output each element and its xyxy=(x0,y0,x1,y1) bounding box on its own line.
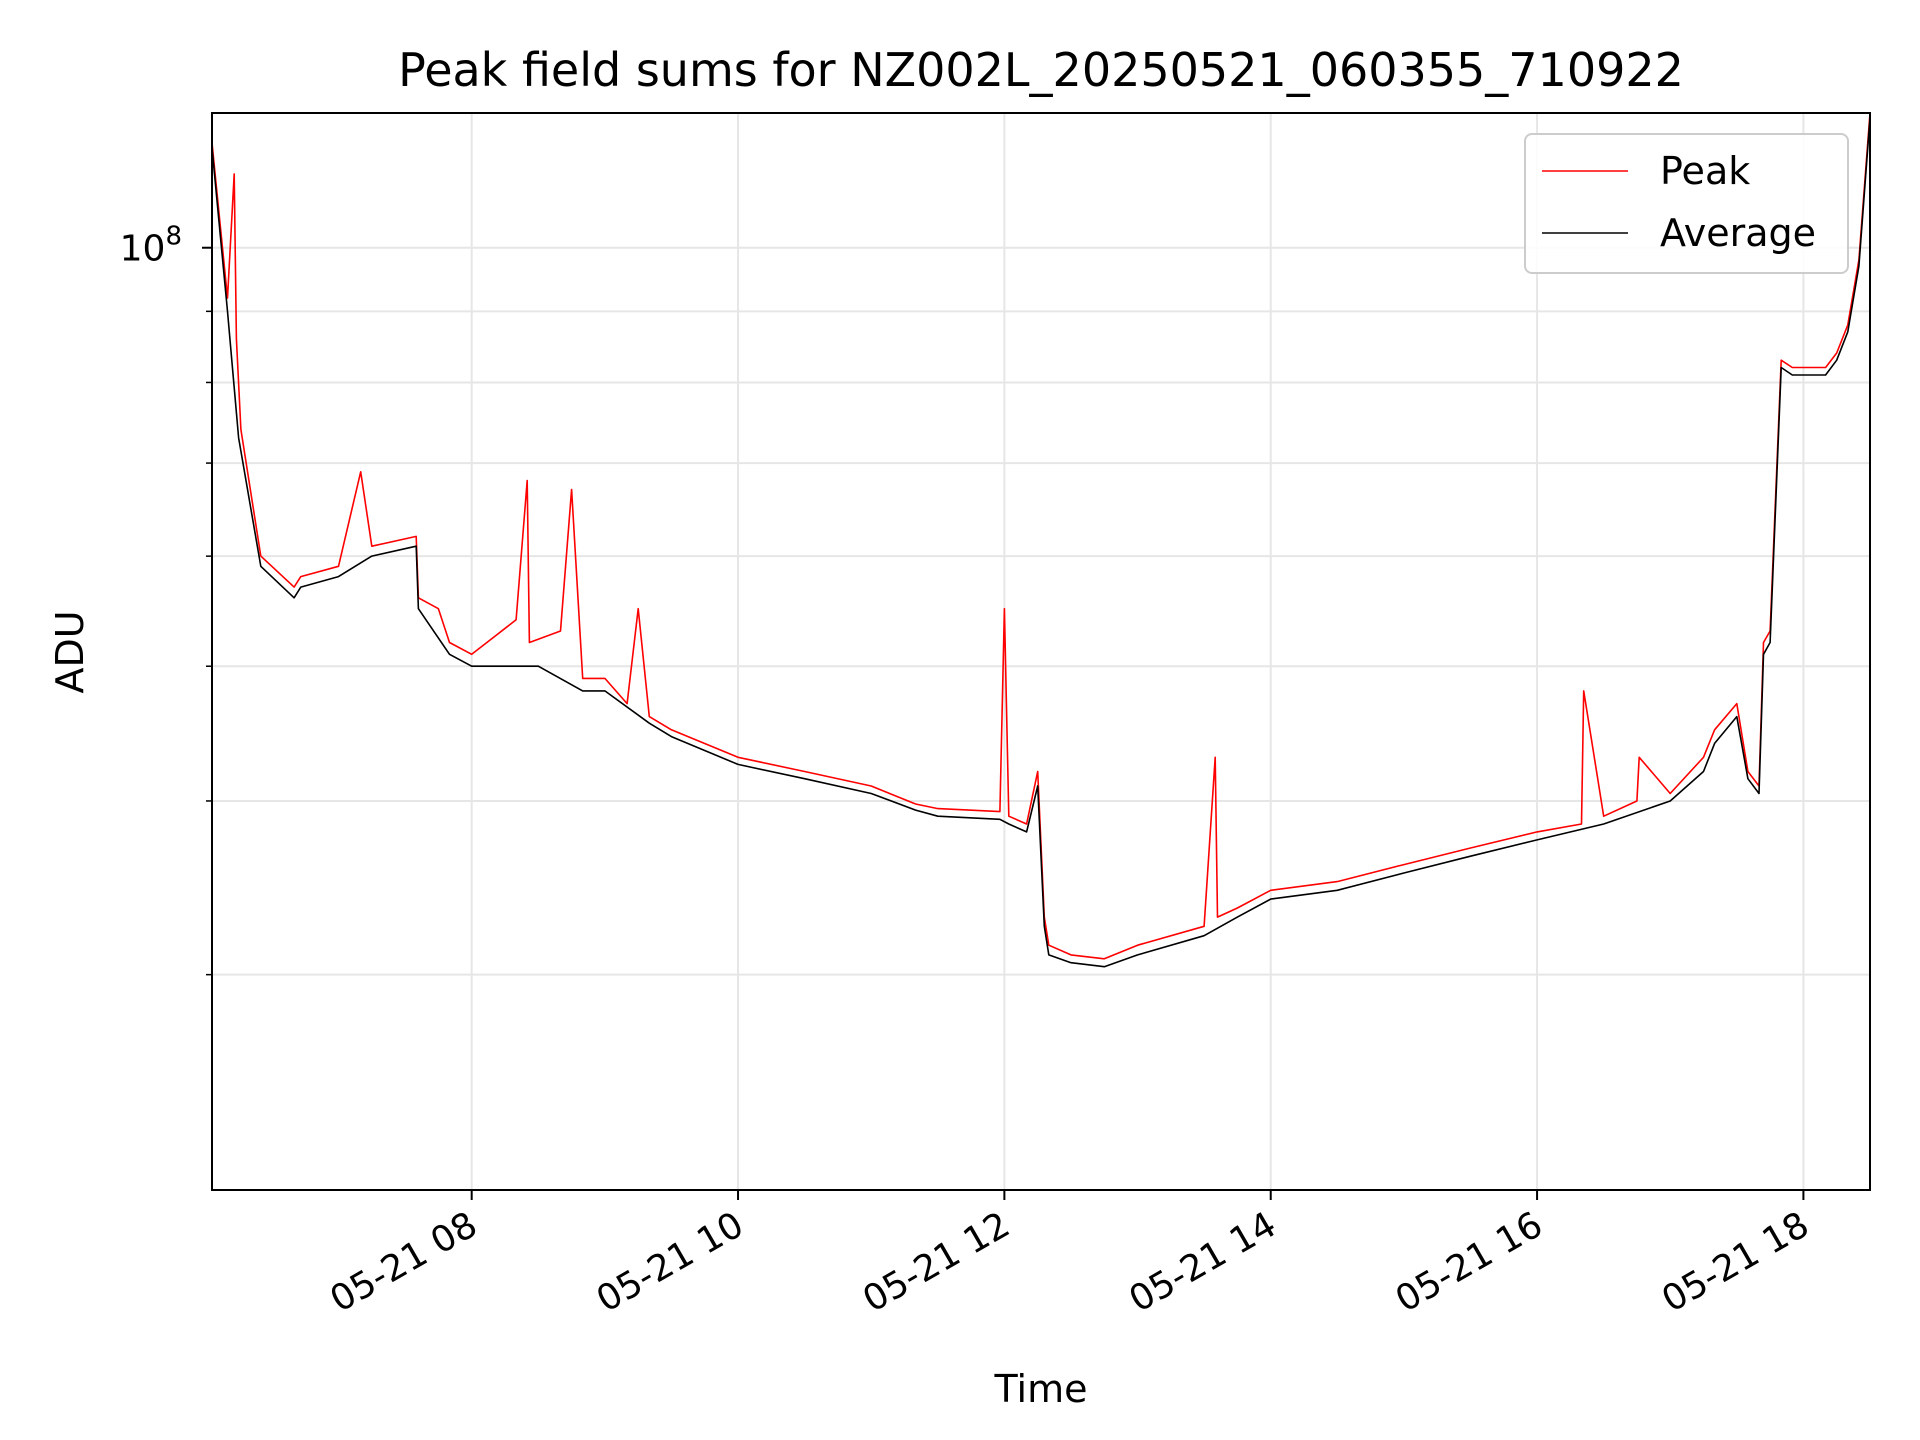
legend-label-average: Average xyxy=(1660,211,1816,255)
series-line-average xyxy=(211,117,1871,968)
legend-label-peak: Peak xyxy=(1660,149,1750,193)
x-axis-label: Time xyxy=(994,1367,1088,1411)
legend-box xyxy=(1524,133,1849,274)
grid-layer xyxy=(212,113,1870,1190)
y-axis-label: ADU xyxy=(48,610,92,693)
plot-frame xyxy=(211,112,1871,1191)
chart-title: Peak field sums for NZ002L_20250521_0603… xyxy=(398,43,1684,97)
legend: Peak Average xyxy=(1524,133,1849,274)
series-layer xyxy=(211,112,1871,968)
